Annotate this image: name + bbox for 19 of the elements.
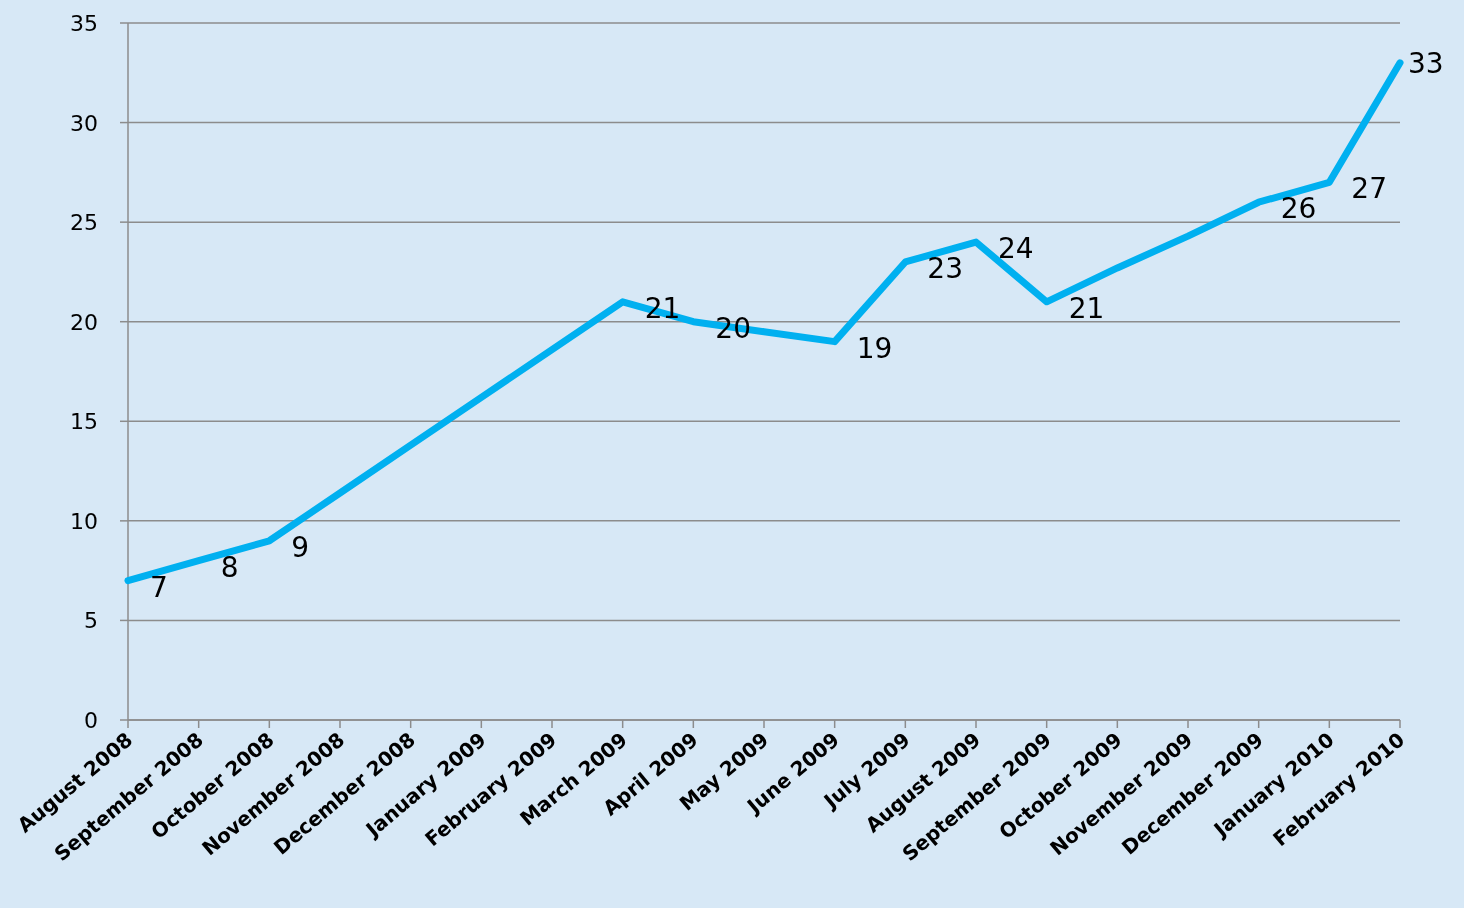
data-label: 26 [1280, 192, 1317, 226]
data-label: 8 [220, 550, 239, 584]
data-label: 24 [998, 232, 1034, 266]
data-label: 27 [1351, 172, 1387, 206]
data-label: 9 [291, 530, 310, 564]
data-label: 33 [1408, 46, 1444, 80]
data-label: 23 [927, 251, 963, 285]
data-label: 20 [715, 311, 751, 345]
y-tick-label: 0 [84, 708, 98, 733]
data-label: 7 [150, 570, 168, 604]
y-tick-label: 35 [70, 11, 98, 36]
y-tick-label: 10 [70, 508, 98, 534]
data-label: 21 [1068, 291, 1105, 325]
data-label: 19 [856, 331, 893, 365]
y-tick-label: 20 [70, 309, 98, 335]
y-tick-label: 5 [84, 608, 98, 634]
y-tick-label: 30 [70, 110, 98, 136]
y-tick-label: 25 [70, 210, 98, 236]
y-tick-label: 15 [70, 409, 98, 435]
